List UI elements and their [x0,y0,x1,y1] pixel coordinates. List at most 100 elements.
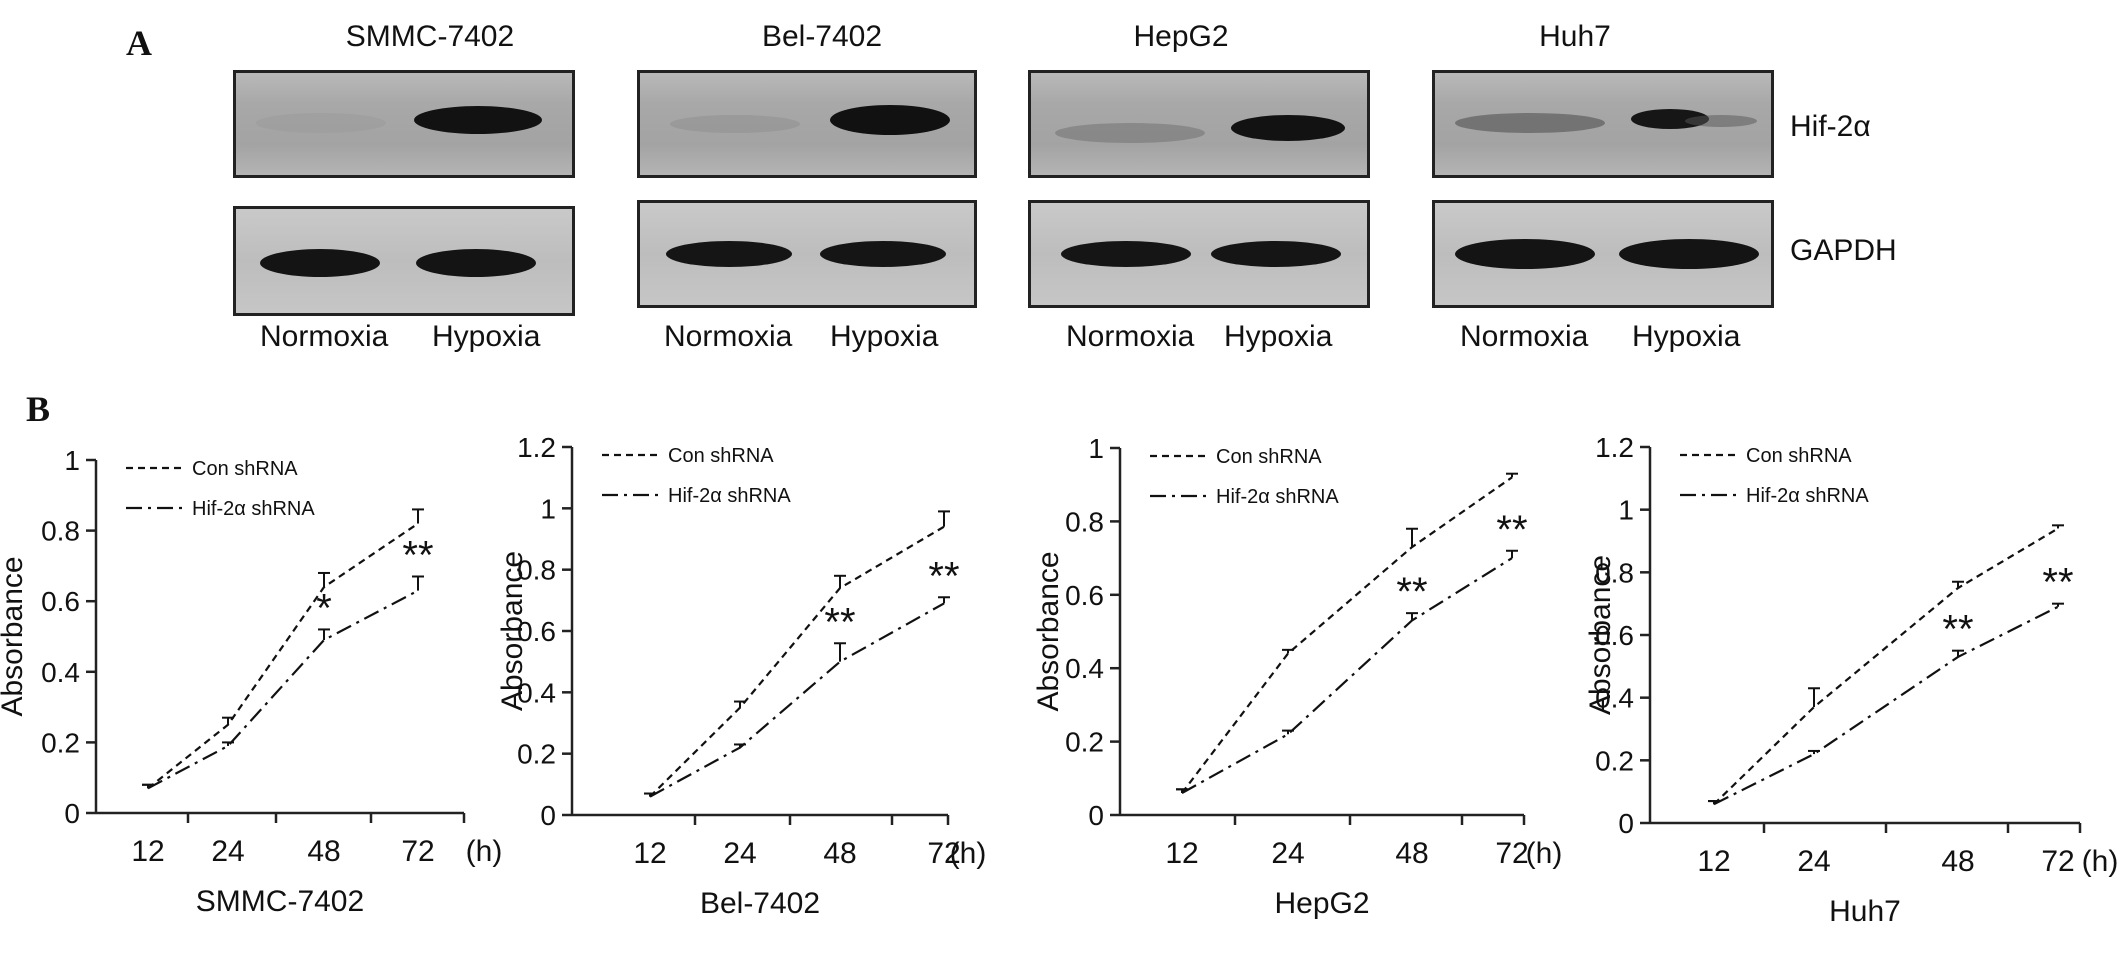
hif2a-blot-huh7 [1432,70,1774,178]
y-tick-label: 0 [540,800,556,831]
series-line-con-shrna [649,525,945,798]
significance-marker: ** [824,600,855,644]
gapdh-blot-hepg2 [1028,200,1370,308]
x-tick-label: 48 [1941,845,1974,878]
x-tick-label: 24 [211,835,244,868]
y-axis-title: Absorbance [0,556,29,716]
gapdh-band-hypoxia [1211,241,1341,267]
x-tick-label: 48 [823,837,856,870]
gapdh-band-normoxia [260,249,380,277]
growth-chart-hepg2: 0 0.2 0.4 0.6 0.8 1 12 24 48 72(h) HepG2 Absorbance… [1032,433,1562,920]
y-tick-label: 0.4 [41,657,80,688]
significance-marker: * [316,586,332,630]
x-axis-title: Huh7 [1829,895,1901,928]
panel-b-letter: B [26,389,51,429]
y-axis-title: Absorbance [1584,555,1617,715]
x-tick-label: 72 [2041,845,2074,878]
x-tick-label: 24 [723,837,756,870]
significance-marker: ** [1942,608,1973,652]
x-axis-title: HepG2 [1274,887,1369,920]
lane-label-normoxia: Normoxia [1066,320,1195,353]
x-axis-title: Bel-7402 [700,887,820,920]
growth-chart-bel-7402: 0 0.2 0.4 0.6 0.8 1 1.2 12 24 48 72(h) Bel-7402 Abso… [496,432,987,920]
x-tick-label: 12 [1697,845,1730,878]
y-tick-label: 0.2 [1065,727,1104,758]
y-tick-label: 1 [1088,433,1104,464]
lane-label-hypoxia: Hypoxia [432,320,541,353]
gapdh-band-hypoxia [416,249,536,277]
y-tick-label: 0.4 [1065,653,1104,684]
legend-label: Hif-2α shRNA [1746,485,1869,507]
gapdh-blot-bel-7402 [637,200,977,308]
y-tick-label: 0.6 [517,616,556,647]
y-tick-label: 0.2 [41,727,80,758]
series-line-con-shrna [147,522,419,790]
hif2a-band-hypoxia-tail [1685,115,1757,127]
y-tick-label: 0 [1088,800,1104,831]
x-axis-title: SMMC-7402 [196,885,364,918]
y-tick-label: 1.2 [517,432,556,463]
y-tick-label: 0.8 [1595,557,1634,588]
y-tick-label: 0.6 [1595,620,1634,651]
gapdh-band-hypoxia [1619,239,1759,269]
legend-label: Con shRNA [192,458,298,480]
gapdh-band-normoxia [1061,241,1191,267]
series-line-con-shrna [1181,476,1513,794]
series-line-hif2a-shrna [649,602,945,798]
hif2a-band-hypoxia [1231,115,1345,141]
blot-title-hepg2: HepG2 [1133,20,1229,53]
row-label-hif2a: Hif-2α [1790,110,1871,143]
x-tick-label: 12 [633,837,666,870]
y-tick-label: 0.6 [1065,580,1104,611]
y-axis-title: Absorbance [496,551,529,711]
hif2a-blot-bel-7402 [637,70,977,178]
row-label-gapdh: GAPDH [1790,234,1897,267]
x-tick-label: 24 [1797,845,1830,878]
y-tick-label: 1 [1618,495,1634,526]
lane-label-normoxia: Normoxia [1460,320,1589,353]
lane-label-normoxia: Normoxia [664,320,793,353]
gapdh-band-normoxia [1455,239,1595,269]
legend-label: Hif-2α shRNA [668,485,791,507]
series-line-hif2a-shrna [147,589,419,790]
y-tick-label: 1 [64,445,80,476]
series-line-hif2a-shrna [1713,605,2059,806]
hif2a-band-normoxia [1455,113,1605,133]
x-unit-label: (h) [950,837,987,870]
significance-marker: ** [402,533,433,577]
x-tick-label: 48 [307,835,340,868]
y-axis-title: Absorbance [1032,551,1065,711]
y-tick-label: 0.2 [1595,745,1634,776]
series-line-con-shrna [1713,527,2059,805]
blot-title-smmc-7402: SMMC-7402 [345,20,515,53]
legend-label: Con shRNA [1216,446,1322,468]
y-tick-label: 0.8 [41,516,80,547]
y-tick-label: 0 [64,798,80,829]
x-tick-label: 12 [131,835,164,868]
hif2a-band-normoxia [256,113,386,133]
x-unit-label: (h) [466,835,503,868]
hif2a-blot-smmc-7402 [233,70,575,178]
legend-label: Hif-2α shRNA [1216,486,1339,508]
legend-label: Hif-2α shRNA [192,498,315,520]
y-tick-label: 0.8 [517,555,556,586]
hif2a-band-hypoxia [830,105,950,135]
legend-label: Con shRNA [668,445,774,467]
hif2a-band-hypoxia [414,106,542,134]
lane-label-hypoxia: Hypoxia [830,320,939,353]
growth-chart-huh7: 0 0.2 0.4 0.6 0.8 1 1.2 12 24 48 72 (h) Huh7 Absorban… [1584,432,2118,928]
y-tick-label: 0.4 [1595,683,1634,714]
lane-label-hypoxia: Hypoxia [1632,320,1741,353]
hif2a-blot-hepg2 [1028,70,1370,178]
hif2a-band-normoxia [1055,123,1205,143]
legend-label: Con shRNA [1746,445,1852,467]
gapdh-band-hypoxia [820,241,946,267]
growth-chart-smmc-7402: 0 0.2 0.4 0.6 0.8 1 12 24 48 72 (h) SMMC-7402 Absorb… [0,445,503,918]
x-tick-label: 24 [1271,837,1304,870]
y-tick-label: 1.2 [1595,432,1634,463]
significance-marker: ** [1496,508,1527,552]
panel-a-letter: A [126,23,152,63]
y-tick-label: 0.4 [517,677,556,708]
lane-label-hypoxia: Hypoxia [1224,320,1333,353]
y-tick-label: 0.6 [41,586,80,617]
